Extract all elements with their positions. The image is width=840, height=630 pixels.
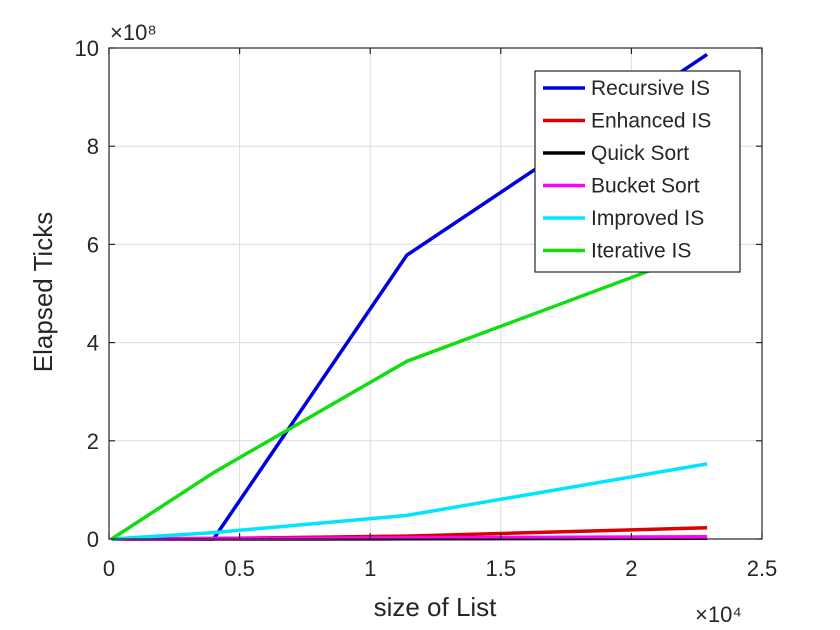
- y-tick-label: 0: [87, 527, 99, 552]
- series-line-iterative-is: [110, 247, 708, 541]
- x-tick-label: 2: [625, 556, 637, 581]
- y-tick-label: 6: [87, 232, 99, 257]
- y-tick-label: 2: [87, 429, 99, 454]
- y-axis-exponent: ×10⁸: [110, 20, 157, 45]
- x-tick-label: 1: [364, 556, 376, 581]
- legend-label: Recursive IS: [591, 77, 710, 100]
- axes-box: [108, 47, 763, 540]
- y-tick-label: 4: [87, 331, 99, 356]
- x-axis-title: size of List: [374, 592, 498, 622]
- legend-box: [534, 70, 741, 273]
- legend-label: Enhanced IS: [591, 110, 711, 133]
- y-tick-label: 10: [75, 36, 99, 61]
- x-tick-label: 2.5: [747, 556, 778, 581]
- legend-label: Quick Sort: [591, 142, 689, 165]
- axes: 0 0.5 1 1.5 2 2.5 0 2 4 6 8 10: [75, 36, 778, 581]
- legend-label: Improved IS: [591, 207, 704, 230]
- legend-label: Bucket Sort: [591, 175, 700, 198]
- x-tick-label: 0: [103, 556, 115, 581]
- x-axis-exponent: ×10⁴: [695, 602, 742, 627]
- x-tick-label: 1.5: [486, 556, 517, 581]
- x-tick-label: 0.5: [224, 556, 255, 581]
- y-tick-label: 8: [87, 134, 99, 159]
- legend-label: Iterative IS: [591, 240, 691, 263]
- series-line-improved-is: [111, 462, 708, 541]
- legend: Recursive IS Enhanced IS Quick Sort Bucket …: [534, 70, 741, 273]
- y-axis-title: Elapsed Ticks: [28, 212, 58, 372]
